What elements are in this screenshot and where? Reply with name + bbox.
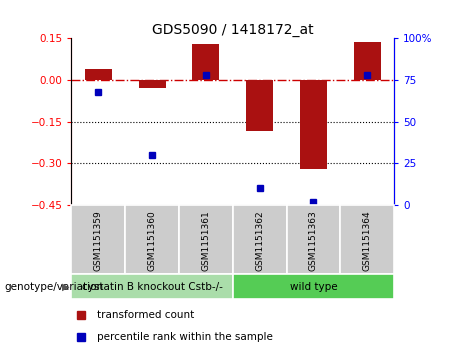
Bar bbox=[233, 274, 394, 299]
Bar bbox=[287, 205, 340, 274]
Text: genotype/variation: genotype/variation bbox=[5, 282, 104, 292]
Bar bbox=[354, 42, 381, 80]
Text: wild type: wild type bbox=[290, 282, 337, 292]
Bar bbox=[139, 80, 165, 88]
Bar bbox=[71, 274, 233, 299]
Text: GSM1151359: GSM1151359 bbox=[94, 211, 103, 272]
Title: GDS5090 / 1418172_at: GDS5090 / 1418172_at bbox=[152, 23, 313, 37]
Text: GSM1151363: GSM1151363 bbox=[309, 211, 318, 272]
Bar bbox=[125, 205, 179, 274]
Text: cystatin B knockout Cstb-/-: cystatin B knockout Cstb-/- bbox=[82, 282, 223, 292]
Text: GSM1151360: GSM1151360 bbox=[148, 211, 157, 272]
Bar bbox=[179, 205, 233, 274]
Bar bbox=[233, 205, 287, 274]
Bar bbox=[300, 80, 327, 169]
Text: percentile rank within the sample: percentile rank within the sample bbox=[97, 332, 273, 342]
Text: GSM1151364: GSM1151364 bbox=[363, 211, 372, 271]
Text: transformed count: transformed count bbox=[97, 310, 195, 319]
Text: ▶: ▶ bbox=[62, 282, 70, 292]
Text: GSM1151362: GSM1151362 bbox=[255, 211, 264, 271]
Bar bbox=[340, 205, 394, 274]
Bar bbox=[246, 80, 273, 131]
Bar bbox=[193, 44, 219, 80]
Bar bbox=[71, 205, 125, 274]
Bar bbox=[85, 69, 112, 80]
Text: GSM1151361: GSM1151361 bbox=[201, 211, 210, 272]
